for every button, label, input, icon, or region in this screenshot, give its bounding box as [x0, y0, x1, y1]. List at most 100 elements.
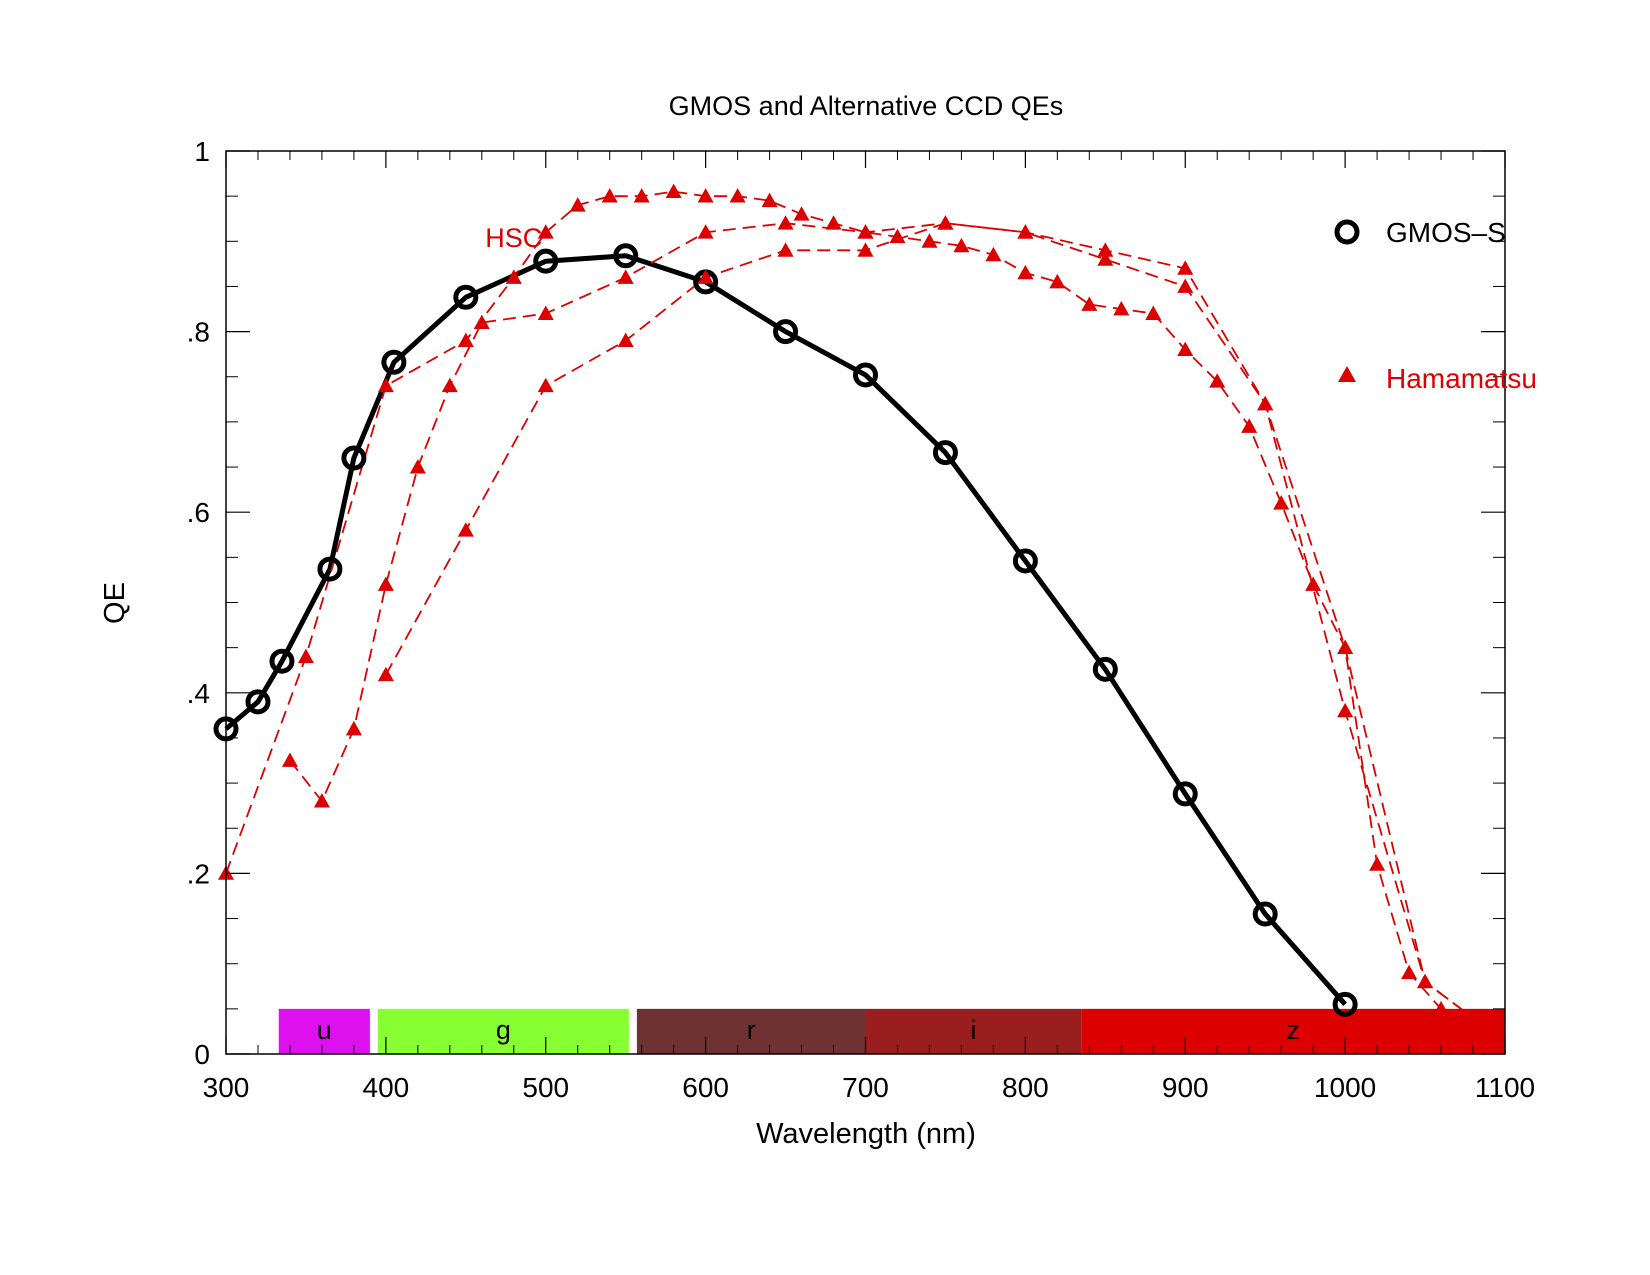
- filter-band-i: [865, 1008, 1082, 1054]
- series-line-gmos: [224, 253, 1347, 1006]
- hamamatsu-data-point: [761, 192, 778, 208]
- hamamatsu-data-point: [537, 305, 554, 320]
- hamamatsu-data-point: [345, 720, 362, 736]
- legend-circle-marker-icon: [1334, 219, 1360, 245]
- gmos-data-point: [453, 284, 479, 310]
- hamamatsu-data-point: [1257, 395, 1274, 411]
- gmos-data-point: [1252, 901, 1278, 927]
- hamamatsu-data-point: [313, 793, 330, 808]
- hamamatsu-data-point: [1177, 260, 1194, 275]
- gmos-data-point: [932, 440, 958, 466]
- hamamatsu-data-point: [665, 183, 682, 199]
- hamamatsu-data-point: [937, 215, 954, 230]
- hamamatsu-data-point: [1113, 301, 1130, 316]
- filter-band-label-i: i: [970, 1015, 976, 1045]
- hamamatsu-data-point: [505, 269, 522, 284]
- y-tick-label: .8: [187, 317, 210, 348]
- hamamatsu-data-point: [1049, 273, 1066, 289]
- x-tick-label: 1000: [1314, 1072, 1376, 1103]
- gmos-data-point: [341, 445, 367, 471]
- y-axis-label: QE: [99, 582, 131, 624]
- hamamatsu-data-point: [793, 206, 810, 221]
- filter-band-r: [636, 1008, 866, 1054]
- chart-title: GMOS and Alternative CCD QEs: [669, 91, 1064, 121]
- hamamatsu-data-point: [1305, 576, 1322, 591]
- hamamatsu-data-point: [729, 188, 746, 203]
- gmos-data-point: [773, 319, 799, 345]
- legend-label-gmos: GMOS–S: [1386, 217, 1506, 248]
- hamamatsu-data-point: [377, 576, 394, 591]
- series-line-hamamatsu-3: [385, 222, 1474, 1019]
- hamamatsu-data-point: [1417, 973, 1434, 989]
- legend-label-hamamatsu: Hamamatsu: [1386, 363, 1537, 394]
- hamamatsu-data-point: [1145, 305, 1162, 320]
- legend-triangle-marker-icon: [1338, 366, 1356, 382]
- hamamatsu-data-point: [601, 188, 618, 203]
- hamamatsu-data-point: [1337, 702, 1354, 718]
- hamamatsu-data-point: [457, 522, 474, 537]
- gmos-data-point: [245, 689, 271, 715]
- legend-entry-hamamatsu: Hamamatsu: [1338, 363, 1537, 394]
- hamamatsu-data-point: [1369, 856, 1386, 871]
- hamamatsu-data-point: [697, 269, 714, 284]
- gmos-data-point: [1332, 991, 1358, 1017]
- hamamatsu-data-point: [377, 666, 394, 682]
- y-tick-label: .4: [187, 678, 210, 709]
- hamamatsu-data-point: [1433, 1000, 1450, 1016]
- hamamatsu-data-point: [953, 237, 970, 253]
- hamamatsu-data-point: [457, 332, 474, 348]
- hamamatsu-data-point: [537, 224, 554, 239]
- gmos-data-point: [381, 349, 407, 375]
- hamamatsu-data-point: [1209, 373, 1226, 388]
- hamamatsu-data-point: [1097, 251, 1114, 266]
- hamamatsu-data-point: [1017, 264, 1034, 280]
- hamamatsu-data-point: [297, 648, 314, 664]
- hamamatsu-data-point: [697, 224, 714, 239]
- x-tick-label: 700: [842, 1072, 889, 1103]
- y-tick-label: .6: [187, 497, 210, 528]
- x-tick-label: 400: [363, 1072, 410, 1103]
- y-tick-label: 1: [194, 136, 210, 167]
- gmos-data-point: [533, 248, 559, 274]
- hamamatsu-data-point: [857, 242, 874, 257]
- filter-band-z: [1081, 1008, 1505, 1054]
- hamamatsu-data-point: [985, 246, 1002, 262]
- x-tick-label: 1100: [1475, 1072, 1535, 1103]
- hamamatsu-data-point: [1401, 964, 1418, 980]
- axis-ticks: 300 400 500 600 700 800 900 1000 1100 0 .2 .4 .6 .8 1: [187, 136, 1535, 1103]
- axes: [225, 150, 1506, 1055]
- hamamatsu-data-point: [1465, 1009, 1482, 1025]
- x-tick-label: 900: [1162, 1072, 1209, 1103]
- hamamatsu-data-point: [697, 188, 714, 203]
- hamamatsu-data-point: [777, 215, 794, 230]
- gmos-data-point: [1012, 548, 1038, 574]
- hamamatsu-data-point: [537, 377, 554, 393]
- hamamatsu-data-point: [1241, 418, 1258, 433]
- hamamatsu-data-point: [1337, 639, 1354, 655]
- filter-band-label-r: r: [747, 1015, 756, 1045]
- hamamatsu-data-point: [633, 188, 650, 203]
- gmos-data-point: [1092, 656, 1118, 682]
- hamamatsu-data-point: [777, 242, 794, 257]
- filter-band-u: [278, 1008, 370, 1054]
- x-tick-label: 300: [203, 1072, 250, 1103]
- filter-band-label-z: z: [1286, 1015, 1300, 1045]
- y-tick-label: .2: [187, 858, 210, 889]
- gmos-data-point: [613, 243, 639, 269]
- x-tick-label: 800: [1002, 1072, 1049, 1103]
- legend-entry-gmos: GMOS–S: [1334, 217, 1506, 248]
- filter-band-label-u: u: [317, 1015, 332, 1045]
- legend: GMOS–S Hamamatsu: [1334, 217, 1537, 394]
- hamamatsu-data-point: [1081, 296, 1098, 311]
- hamamatsu-data-point: [889, 228, 906, 244]
- hamamatsu-data-point: [825, 215, 842, 230]
- x-tick-label: 600: [682, 1072, 729, 1103]
- hsc-annotation: HSC: [485, 223, 542, 253]
- x-axis-label: Wavelength (nm): [756, 1118, 976, 1150]
- hamamatsu-data-point: [1177, 341, 1194, 357]
- series-line-hamamatsu-1: [225, 190, 1474, 1019]
- hamamatsu-data-point: [1097, 242, 1114, 257]
- hamamatsu-data-point: [1177, 278, 1194, 293]
- gmos-data-point: [317, 556, 343, 582]
- hamamatsu-data-point: [1273, 495, 1290, 510]
